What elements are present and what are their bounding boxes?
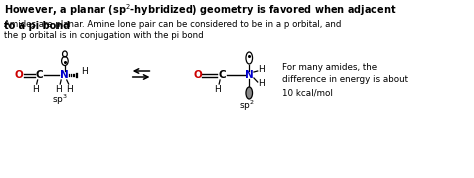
Text: O: O: [14, 70, 23, 80]
Text: C: C: [218, 70, 226, 80]
Text: C: C: [36, 70, 43, 80]
Text: sp$^3$: sp$^3$: [52, 93, 68, 107]
Text: H: H: [214, 85, 220, 93]
Ellipse shape: [246, 87, 253, 99]
Text: For many amides, the
difference in energy is about
10 kcal/mol: For many amides, the difference in energ…: [282, 63, 408, 97]
Text: Amides are planar. Amine lone pair can be considered to be in a p orbital, and
t: Amides are planar. Amine lone pair can b…: [4, 20, 341, 40]
Text: H: H: [32, 85, 39, 93]
Text: H: H: [258, 64, 265, 74]
Text: H: H: [81, 67, 88, 77]
Text: H: H: [55, 85, 62, 93]
Text: N: N: [60, 70, 68, 80]
Text: sp$^2$: sp$^2$: [239, 99, 255, 113]
Text: N: N: [245, 70, 254, 80]
Text: H: H: [66, 85, 73, 93]
Text: H: H: [258, 80, 265, 88]
Text: O: O: [193, 70, 202, 80]
Text: However, a planar (sp$^2$-hybridized) geometry is favored when adjacent
to a pi : However, a planar (sp$^2$-hybridized) ge…: [4, 2, 396, 31]
